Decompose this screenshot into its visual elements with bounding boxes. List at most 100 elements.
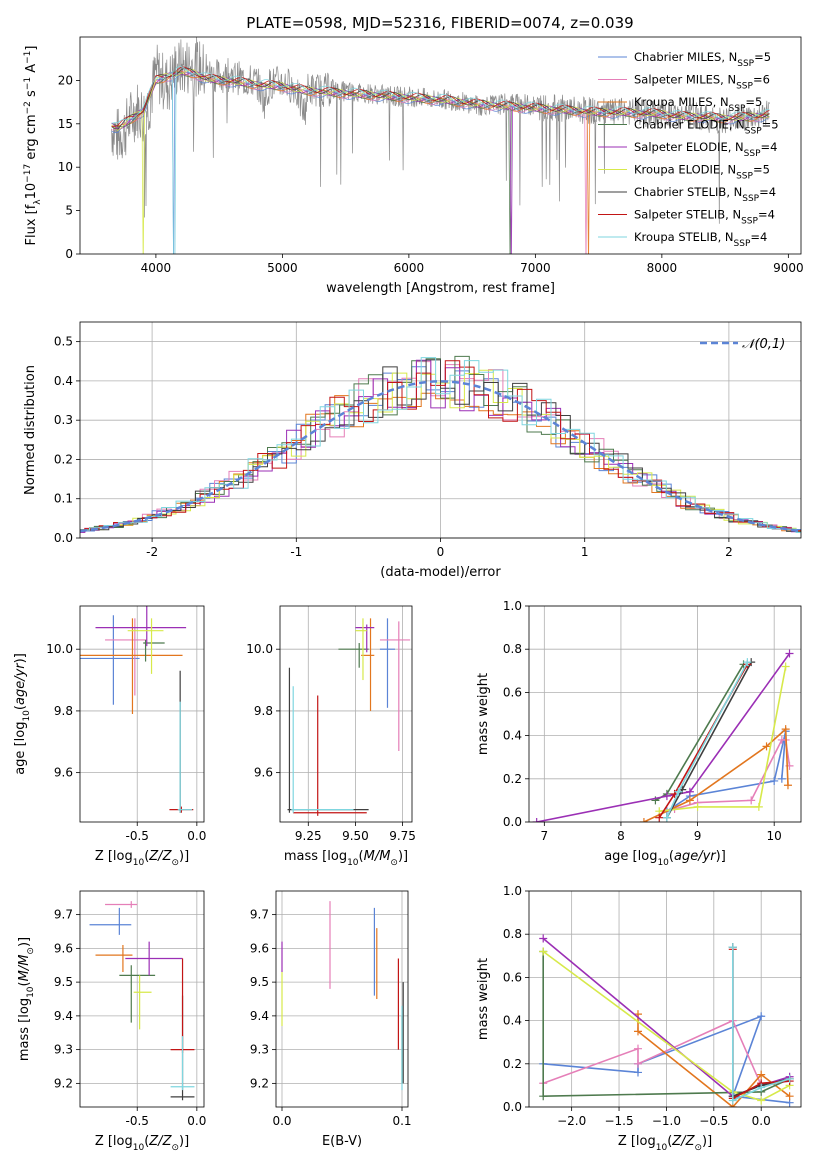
tick-label-y: 0.5 (54, 335, 73, 349)
axis-label-x: (data-model)/error (380, 565, 501, 580)
series-marker (685, 796, 694, 805)
model-spectrum-kroupa-stelib (111, 65, 770, 254)
plot-area (287, 618, 411, 816)
axis-label-x: E(B-V) (322, 1134, 362, 1149)
tick-label-y: 0.0 (503, 1100, 522, 1114)
tick-label-y: 10.0 (246, 642, 273, 656)
legend-value: =4 (761, 140, 778, 154)
tick-label-y: 0.8 (503, 642, 522, 656)
legend-name: Salpeter STELIB, N (634, 208, 741, 222)
axis-label-y: mass [log10(M/M⊙)] (17, 937, 36, 1061)
axes-mass-vs-EBV: 0.0 0.1 9.2 9.3 9.4 9.5 9.6 9.7 E(B-V) (250, 890, 412, 1149)
series-line-chabrier-elodie (655, 663, 745, 802)
series-marker (685, 787, 694, 796)
series-marker (777, 774, 786, 783)
plot-area (532, 649, 794, 822)
tick-label-x: -2 (146, 545, 158, 559)
axis-label-part: ( (144, 849, 149, 864)
legend-value: =4 (759, 185, 776, 199)
series-marker (781, 662, 790, 671)
axis-label-part: −1 (23, 77, 33, 90)
series-marker (633, 1044, 642, 1053)
plot-area (281, 901, 404, 1091)
legend-name: Chabrier MILES, N (634, 50, 737, 64)
axis-label-part: s (24, 90, 39, 101)
series-marker (662, 792, 671, 801)
tick-label-y: 0.2 (503, 1057, 522, 1071)
series-marker (785, 1092, 794, 1101)
figure-title: PLATE=0598, MJD=52316, FIBERID=0074, z=0… (246, 14, 633, 32)
axis-label-part: 10 (656, 1143, 668, 1153)
axis-label-part: 10 (657, 858, 669, 868)
tick-label-x: 9.75 (389, 829, 416, 843)
axis-label-part: erg cm (24, 114, 39, 163)
series-marker (655, 813, 664, 822)
tick-label-x: 9.25 (295, 829, 322, 843)
tick-label-y: 0.3 (54, 413, 73, 427)
axis-label-part: )] (13, 653, 28, 663)
histogram-kroupa-miles (80, 392, 801, 532)
axis-label-part: )] (17, 937, 32, 947)
normal-curve (80, 380, 801, 533)
tick-label-x: 0.0 (752, 1114, 771, 1128)
tick-label-y: 9.4 (250, 1009, 269, 1023)
axis-label-part: ⊙ (694, 1143, 702, 1153)
tick-label-y: 9.7 (250, 908, 269, 922)
series-marker (728, 1096, 737, 1105)
legend-name: Chabrier ELODIE, N (634, 118, 745, 132)
series-marker (754, 802, 763, 811)
axis-label-part: A (24, 64, 39, 77)
tick-label-y: 0.6 (503, 685, 522, 699)
tick-label-x: 4000 (141, 261, 172, 275)
legend-sub: SSP (737, 59, 754, 69)
series-marker (743, 658, 752, 667)
axis-label-part: 10 (133, 858, 145, 868)
axis-label-y: Flux [fλ10−17 erg cm−2 s−1 A−1] (23, 46, 43, 246)
tick-label-x: 9 (694, 829, 702, 843)
tick-label-x: 1 (581, 545, 589, 559)
series-marker (757, 1070, 766, 1079)
axis-label-x: age [log10(age/yr)] (604, 849, 726, 868)
tick-label-x: 2 (725, 545, 733, 559)
tick-label-y: 0.8 (503, 927, 522, 941)
plot-area (80, 606, 194, 813)
series-line-chabrier-stelib (666, 661, 752, 819)
tick-label-y: 15 (58, 117, 73, 131)
axes-frame (79, 605, 205, 823)
axis-label-x: wavelength [Angstrom, rest frame] (326, 281, 555, 296)
axes-mass-vs-Z: -0.5 0.09.29.39.49.59.69.7Z [log10(Z/Z⊙)]… (17, 890, 206, 1153)
legend-sub: SSP (736, 172, 753, 182)
tick-label-y: 9.8 (254, 704, 273, 718)
legend-entry: Salpeter MILES, NSSP=6 (634, 73, 770, 92)
axes-spectrum: 4000 5000 6000 7000 8000 9000 0 5 10 15 20 waveleng… (23, 36, 804, 296)
series-marker (633, 1059, 642, 1068)
axis-label-part: ⊙ (171, 858, 179, 868)
axis-label-part: E(B-V) (322, 1134, 362, 1149)
tick-label-y: 9.2 (54, 1076, 73, 1090)
axes-mass-weight-vs-Z: −2.0 −1.5 −1.0 −0.5 0.0 0.0 0.2 0.4 0.6 0.8 1.0 Z [… (476, 884, 802, 1153)
axis-label-part: ] (24, 46, 39, 51)
axis-label-part: age [log (604, 849, 657, 864)
legend-entry: 𝒩(0,1) (742, 337, 785, 352)
plot-area (539, 934, 794, 1107)
model-spectrum-salpeter-stelib (111, 66, 770, 127)
tick-label-y: 9.6 (54, 941, 73, 955)
tick-label-x: −2.0 (557, 1114, 586, 1128)
series-marker (747, 796, 756, 805)
series-line-kroupa-stelib (732, 947, 790, 1102)
tick-label-x: -0.5 (126, 1114, 149, 1128)
tick-label-y: 9.6 (254, 766, 273, 780)
plot-area (111, 37, 770, 254)
axis-label-part: )] (398, 849, 408, 864)
axis-label-part: mass [log (284, 849, 347, 864)
series-line-chabrier-elodie (542, 951, 790, 1098)
series-marker (674, 787, 683, 796)
axis-label-part: Z [log (95, 849, 133, 864)
axis-label-part: Z/Z (148, 849, 172, 864)
tick-label-y: 0.6 (503, 970, 522, 984)
tick-label-x: 8 (617, 829, 625, 843)
series-line-kroupa-elodie (659, 666, 787, 812)
legend-value: =6 (753, 73, 770, 87)
plot-area (80, 355, 801, 534)
plot-area (89, 901, 195, 1101)
